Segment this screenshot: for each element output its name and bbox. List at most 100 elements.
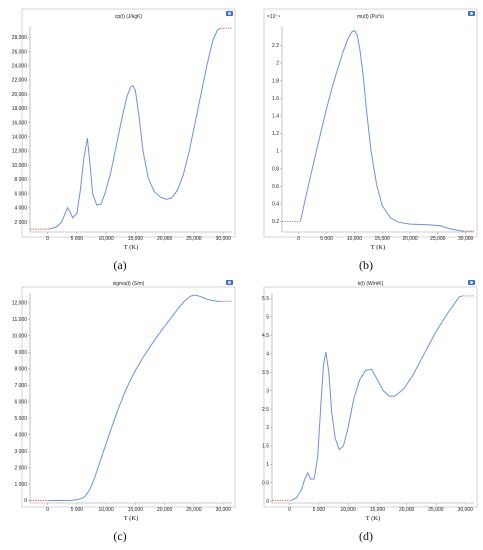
y-tick-label: 5 [266,315,269,321]
y-tick-label: 22,000 [12,78,28,84]
image-export-icon[interactable] [468,280,475,285]
x-tick-label: 10,000 [347,236,363,242]
series-line-sigma [49,294,221,502]
x-tick-label: 5 000 [71,236,84,242]
y-tick-label: 12,000 [12,301,28,307]
y-tick-label: 0.5 [262,480,269,486]
y-tick-label: 10,000 [12,334,28,340]
y-tick-label: 1 000 [14,482,27,488]
chart-panel-cp: cp(t) (J/kgK) 2 000 4 000 6 000 8 000 10,000 1… [0,0,241,275]
y-tick-label: 0.8 [272,166,279,172]
y-tick-label: 2 000 [14,465,27,471]
y-tick-label: 9 000 [14,350,27,356]
x-tick-label: 15,000 [375,236,391,242]
chart-cp-svg: cp(t) (J/kgK) 2 000 4 000 6 000 8 000 10,000 1… [12,8,236,251]
image-export-icon[interactable] [468,11,475,16]
x-axis-label: T (K) [371,244,386,251]
y-tick-label: 0.6 [272,184,279,190]
y-tick-label: 8 000 [14,366,27,372]
x-tick-label: 0 [46,236,49,242]
y-tick-label: 16,000 [12,120,28,126]
plot-frame [263,286,478,508]
x-tick-label: 0 [297,236,300,242]
y-tick-label: 3.5 [262,370,269,376]
x-tick-label: 25,000 [186,507,202,513]
x-axis-label: T (K) [124,515,139,522]
y-tick-label: 2 000 [14,220,27,226]
y-tick-label: 1 [266,462,269,468]
y-tick-label: 7 000 [14,383,27,389]
series-line-k [291,295,463,501]
plot-frame [21,286,236,508]
y-tick-label: 26,000 [12,49,28,55]
x-tick-label: 15,000 [370,507,386,513]
y-tick-label: 11,000 [12,317,27,323]
y-tick-label: 0 [266,499,269,505]
y-tick-label: 6 000 [14,399,27,405]
chart-title-k: k(t) (W/mK) [358,281,384,287]
y-tick-label: 2 [266,425,269,431]
x-tick-label: 30,000 [216,507,232,513]
panel-caption-d: (d) [359,529,373,543]
x-tick-label: 15,000 [128,507,144,513]
y-tick-label: 28,000 [12,35,28,41]
y-tick-label: 20,000 [12,92,28,98]
y-tick-label: 0.4 [272,202,279,208]
panel-caption-b: (b) [359,258,373,272]
chart-title-cp: cp(t) (J/kgK) [115,14,143,20]
x-axis-label: T (K) [366,515,381,522]
x-tick-label: 20,000 [157,236,173,242]
x-tick-label: 10,000 [98,236,114,242]
y-tick-label: 10,000 [12,163,28,169]
x-tick-label: 20,000 [157,507,173,513]
x-tick-label: 5 000 [313,507,326,513]
y-tick-label: 12,000 [12,149,28,155]
chart-panel-sigma: sigma(t) (S/m) 0 1 000 2 000 3 000 4 000 5 000… [0,275,241,550]
chart-panel-mu: mu(t) (Pa*s) ×10⁻⁴ 0.2 0.4 0.6 0.8 1 1.2 1.4 1.6 1… [242,0,483,275]
x-tick-label: 20,000 [402,236,418,242]
y-tick-label: 4 [266,351,269,357]
y-tick-label: 4 000 [14,206,27,212]
chart-mu-svg: mu(t) (Pa*s) ×10⁻⁴ 0.2 0.4 0.6 0.8 1 1.2 1.4 1.6 1… [263,8,478,251]
y-tick-label: 4 000 [14,432,27,438]
y-tick-label: 2.5 [262,407,269,413]
series-line-cp [49,27,221,230]
y-tick-label: 0 [24,498,27,504]
y-tick-label: 1.5 [262,444,269,450]
y-tick-label: 3 000 [14,449,27,455]
chart-title-sigma: sigma(t) (S/m) [113,281,145,287]
y-axis-multiplier: ×10⁻⁴ [267,14,280,20]
y-tick-label: 6 000 [14,191,27,197]
x-axis-label: T (K) [124,244,139,251]
panel-caption-c: (c) [113,529,127,543]
x-tick-label: 10,000 [340,507,356,513]
x-tick-label: 30,000 [216,236,232,242]
y-tick-label: 2 [276,61,279,67]
x-tick-label: 5 000 [71,507,84,513]
x-tick-label: 0 [46,507,49,513]
x-tick-label: 5 000 [320,236,333,242]
y-tick-label: 1.4 [272,113,279,119]
y-tick-label: 4.5 [262,333,269,339]
chart-panel-k: k(t) (W/mK) 0 0.5 1 1.5 2 2.5 3 3.5 4 4.5 5 5.5 0 5 00… [242,275,483,550]
y-tick-label: 1 [276,149,279,155]
x-tick-label: 0 [288,507,291,513]
plot-frame [21,8,236,238]
y-tick-label: 5 000 [14,416,27,422]
x-tick-label: 20,000 [399,507,415,513]
y-tick-label: 24,000 [12,63,28,69]
chart-k-svg: k(t) (W/mK) 0 0.5 1 1.5 2 2.5 3 3.5 4 4.5 5 5.5 0 5 00… [262,281,478,522]
chart-title-mu: mu(t) (Pa*s) [357,14,384,20]
y-tick-label: 14,000 [12,135,28,141]
y-tick-label: 18,000 [12,106,28,112]
chart-sigma-svg: sigma(t) (S/m) 0 1 000 2 000 3 000 4 000 5 000… [12,281,236,522]
x-tick-label: 25,000 [430,236,446,242]
x-tick-label: 15,000 [128,236,144,242]
panel-caption-a: (a) [113,258,127,272]
y-tick-label: 1.6 [272,96,279,102]
image-export-icon[interactable] [226,11,233,16]
y-tick-label: 2.2 [272,43,279,49]
image-export-icon[interactable] [226,280,233,285]
x-tick-label: 30,000 [458,507,474,513]
y-tick-label: 1.8 [272,78,279,84]
